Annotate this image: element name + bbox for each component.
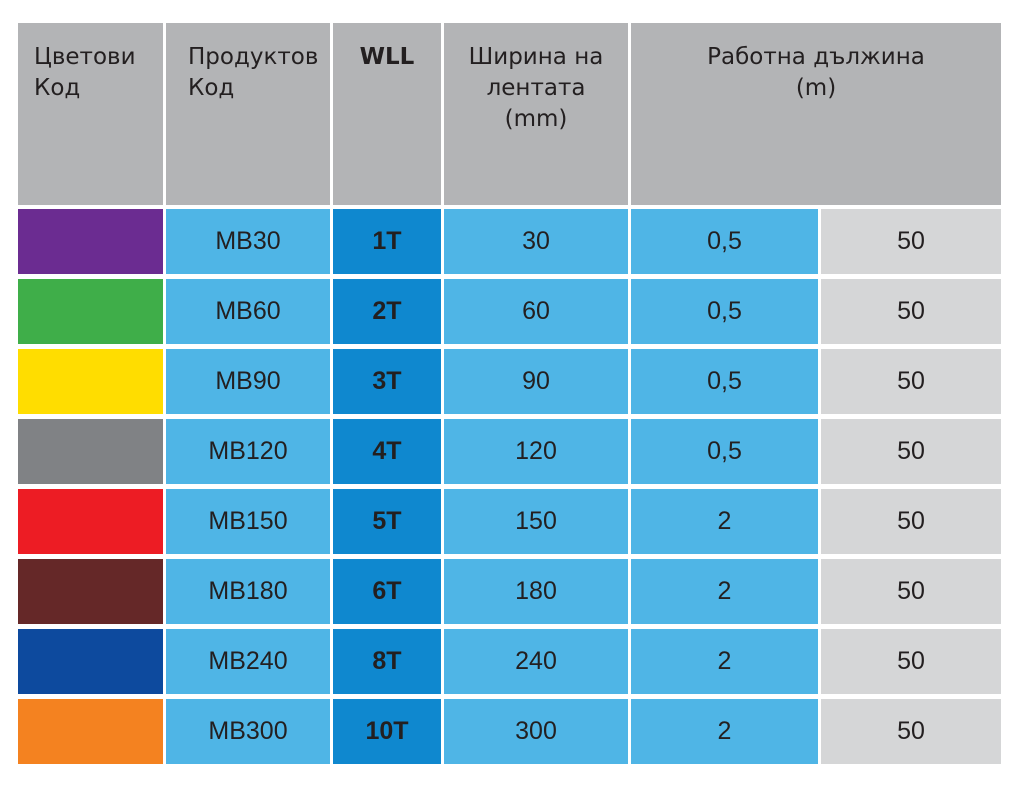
wll-cell: 2T bbox=[330, 279, 441, 344]
wll-cell: 5T bbox=[330, 489, 441, 554]
band-width-cell: 120 bbox=[441, 419, 628, 484]
wll-cell: 6T bbox=[330, 559, 441, 624]
product-code-cell: MB150 bbox=[163, 489, 330, 554]
table-row: MB30 1T 30 0,5 50 bbox=[18, 209, 1001, 274]
band-width-cell: 150 bbox=[441, 489, 628, 554]
working-length-cell: 0,5 bbox=[628, 349, 818, 414]
value-cell: 50 bbox=[818, 559, 1001, 624]
product-code-cell: MB120 bbox=[163, 419, 330, 484]
band-width-cell: 90 bbox=[441, 349, 628, 414]
table-row: MB180 6T 180 2 50 bbox=[18, 559, 1001, 624]
product-code-cell: MB30 bbox=[163, 209, 330, 274]
working-length-cell: 2 bbox=[628, 629, 818, 694]
value-cell: 50 bbox=[818, 699, 1001, 764]
working-length-cell: 2 bbox=[628, 559, 818, 624]
working-length-cell: 2 bbox=[628, 699, 818, 764]
header-product-code: Продуктов Код bbox=[163, 23, 330, 205]
wll-cell: 4T bbox=[330, 419, 441, 484]
header-wll: WLL bbox=[330, 23, 441, 205]
working-length-cell: 0,5 bbox=[628, 419, 818, 484]
value-cell: 50 bbox=[818, 279, 1001, 344]
value-cell: 50 bbox=[818, 489, 1001, 554]
color-swatch bbox=[18, 349, 163, 414]
product-code-cell: MB180 bbox=[163, 559, 330, 624]
table-row: MB60 2T 60 0,5 50 bbox=[18, 279, 1001, 344]
color-swatch bbox=[18, 699, 163, 764]
value-cell: 50 bbox=[818, 629, 1001, 694]
table-row: MB240 8T 240 2 50 bbox=[18, 629, 1001, 694]
color-swatch bbox=[18, 559, 163, 624]
table-header: Цветови Код Продуктов Код WLL Ширина на … bbox=[18, 23, 1001, 205]
wll-cell: 1T bbox=[330, 209, 441, 274]
band-width-cell: 30 bbox=[441, 209, 628, 274]
product-code-cell: MB240 bbox=[163, 629, 330, 694]
wll-cell: 8T bbox=[330, 629, 441, 694]
working-length-cell: 2 bbox=[628, 489, 818, 554]
working-length-cell: 0,5 bbox=[628, 209, 818, 274]
value-cell: 50 bbox=[818, 209, 1001, 274]
product-code-cell: MB90 bbox=[163, 349, 330, 414]
value-cell: 50 bbox=[818, 349, 1001, 414]
working-length-cell: 0,5 bbox=[628, 279, 818, 344]
wll-cell: 3T bbox=[330, 349, 441, 414]
table-body: MB30 1T 30 0,5 50 MB60 2T 60 0,5 50 MB90 3T 90 0,5 50 M… bbox=[18, 209, 1001, 764]
band-width-cell: 180 bbox=[441, 559, 628, 624]
band-width-cell: 60 bbox=[441, 279, 628, 344]
header-color-code: Цветови Код bbox=[18, 23, 163, 205]
wll-cell: 10T bbox=[330, 699, 441, 764]
band-width-cell: 240 bbox=[441, 629, 628, 694]
product-code-cell: MB300 bbox=[163, 699, 330, 764]
color-swatch bbox=[18, 419, 163, 484]
table-row: MB150 5T 150 2 50 bbox=[18, 489, 1001, 554]
table-row: MB90 3T 90 0,5 50 bbox=[18, 349, 1001, 414]
header-working-length: Работна дължина (m) bbox=[628, 23, 1001, 205]
sling-spec-table: Цветови Код Продуктов Код WLL Ширина на … bbox=[18, 23, 1001, 764]
table-row: MB120 4T 120 0,5 50 bbox=[18, 419, 1001, 484]
color-swatch bbox=[18, 629, 163, 694]
color-swatch bbox=[18, 209, 163, 274]
product-code-cell: MB60 bbox=[163, 279, 330, 344]
value-cell: 50 bbox=[818, 419, 1001, 484]
table-row: MB300 10T 300 2 50 bbox=[18, 699, 1001, 764]
color-swatch bbox=[18, 489, 163, 554]
color-swatch bbox=[18, 279, 163, 344]
band-width-cell: 300 bbox=[441, 699, 628, 764]
header-band-width: Ширина на лентата (mm) bbox=[441, 23, 628, 205]
